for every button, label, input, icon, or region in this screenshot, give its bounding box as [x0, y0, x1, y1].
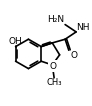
- Text: H₂N: H₂N: [48, 15, 65, 24]
- Text: CH₃: CH₃: [46, 78, 62, 87]
- Text: OH: OH: [9, 37, 22, 46]
- Text: NH: NH: [77, 23, 90, 32]
- Text: O: O: [70, 51, 77, 60]
- Text: O: O: [49, 62, 56, 71]
